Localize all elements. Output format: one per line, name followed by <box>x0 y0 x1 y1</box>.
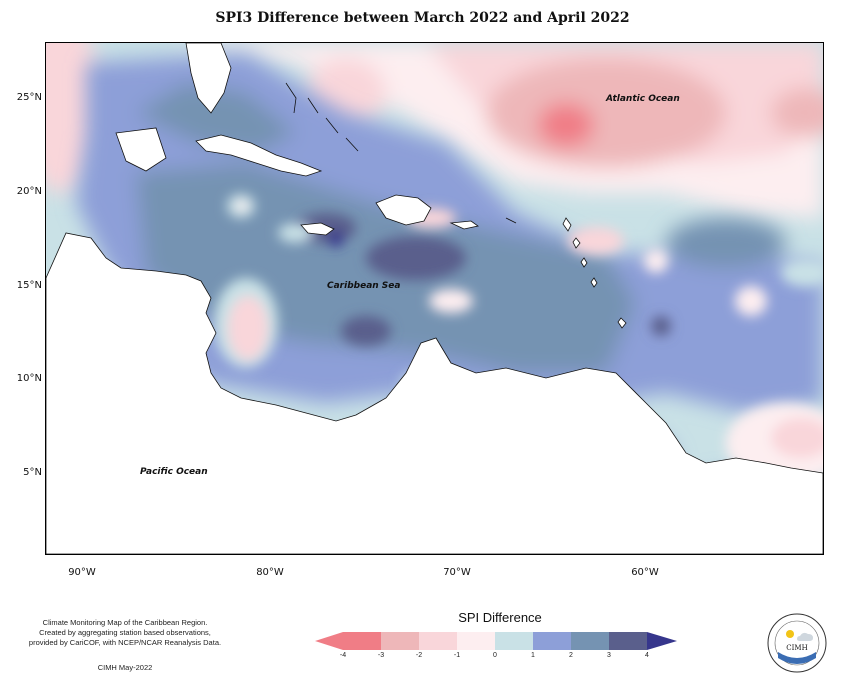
lat-label-15: 15°N <box>16 280 42 291</box>
map-title: SPI3 Difference between March 2022 and A… <box>215 10 630 26</box>
legend-tick: -3 <box>377 652 385 659</box>
pacific-ocean-label: Pacific Ocean <box>140 467 208 477</box>
footer-credit: CIMH May-2022 <box>97 663 153 672</box>
cimh-logo: CIMH <box>767 613 827 673</box>
logo-cloud-icon <box>797 632 813 641</box>
map-panel[interactable] <box>45 42 824 555</box>
legend-tick: -4 <box>339 652 347 659</box>
legend-swatch-8 <box>609 632 647 650</box>
legend-tick: 0 <box>493 652 497 659</box>
legend-swatch-3 <box>419 632 457 650</box>
legend-tick: 4 <box>645 652 649 659</box>
lat-label-5: 5°N <box>23 467 42 478</box>
legend-swatch-gt-4 <box>647 632 677 650</box>
legend-swatch-7 <box>571 632 609 650</box>
atlantic-ocean-label: Atlantic Ocean <box>606 94 680 104</box>
legend-tick: 2 <box>569 652 573 659</box>
legend-swatch-lt-4 <box>315 632 343 650</box>
legend-swatch-6 <box>533 632 571 650</box>
logo-sun-icon <box>786 630 794 638</box>
legend-tick: -2 <box>415 652 423 659</box>
footer-line-3: provided by CariCOF, with NCEP/NCAR Rean… <box>28 638 222 647</box>
legend-title: SPI Difference <box>458 610 542 625</box>
legend-tick: 3 <box>607 652 611 659</box>
lon-label-70: 70°W <box>443 567 471 578</box>
legend-swatch-1 <box>343 632 381 650</box>
legend-swatch-5 <box>495 632 533 650</box>
lat-label-20: 20°N <box>16 186 42 197</box>
legend-tick: -1 <box>453 652 461 659</box>
lat-label-10: 10°N <box>16 373 42 384</box>
landmasses <box>46 43 823 554</box>
legend-swatch-4 <box>457 632 495 650</box>
spi-negative-pockets <box>214 194 823 483</box>
footer-line-2: Created by aggregating station based obs… <box>39 628 211 637</box>
lat-label-25: 25°N <box>16 92 42 103</box>
lon-label-60: 60°W <box>631 567 659 578</box>
lon-label-90: 90°W <box>68 567 96 578</box>
lon-label-80: 80°W <box>256 567 284 578</box>
footer-line-1: Climate Monitoring Map of the Caribbean … <box>42 618 208 627</box>
caribbean-sea-label: Caribbean Sea <box>327 281 401 291</box>
small-islands <box>285 82 517 224</box>
legend-tick: 1 <box>531 652 535 659</box>
spi-difference-map <box>46 43 823 554</box>
legend-colorbar <box>315 632 677 650</box>
logo-text: CIMH <box>786 644 807 652</box>
logo-wave-icon <box>778 652 816 664</box>
legend-swatch-2 <box>381 632 419 650</box>
